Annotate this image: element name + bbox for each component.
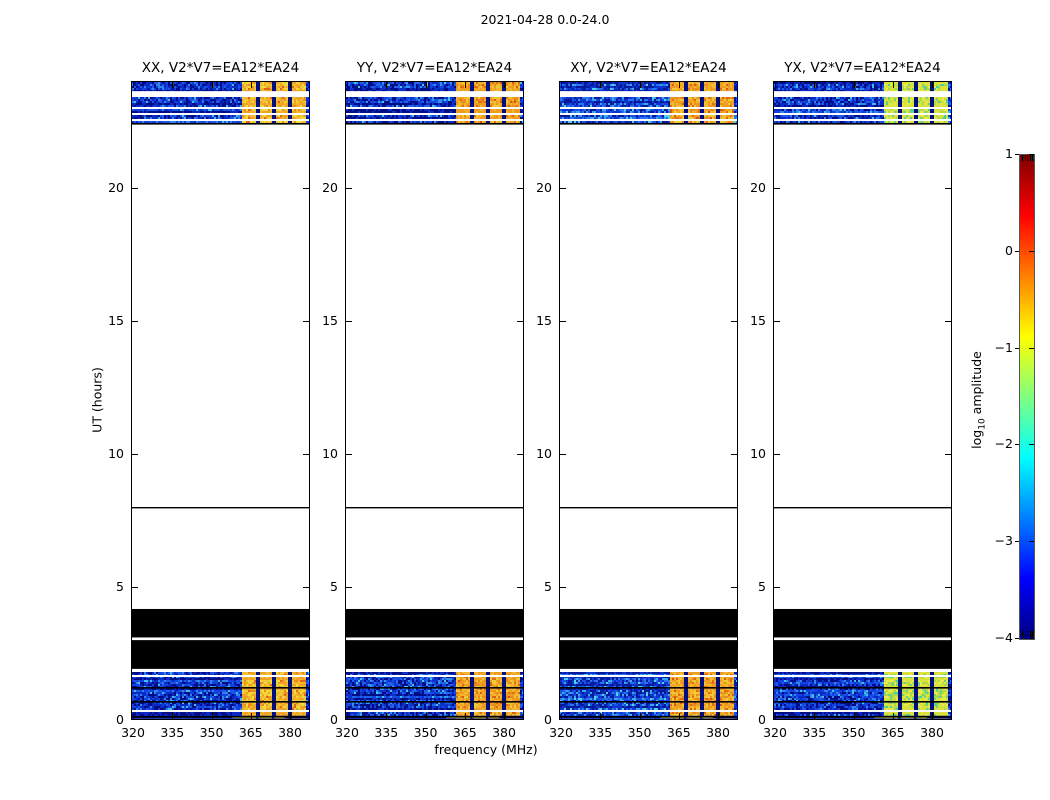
colorbar-comb-mark: [1024, 631, 1026, 637]
colorbar-comb-mark: [1029, 631, 1031, 637]
colorbar-tick-label: −4: [994, 630, 1013, 645]
colorbar-comb-mark: [1032, 631, 1033, 637]
colorbar-label-prefix: log: [968, 429, 984, 449]
colorbar-tick-label: −2: [994, 436, 1013, 452]
colorbar-comb-mark: [1027, 631, 1028, 637]
x-tick-label: 335: [160, 725, 185, 740]
spectrogram-xx: [131, 81, 310, 720]
figure-suptitle: 2021-04-28 0.0-24.0: [480, 12, 610, 27]
colorbar-comb-mark: [1024, 155, 1026, 161]
spectrogram-yy: [345, 81, 524, 720]
colorbar-tick-label: 0: [1005, 242, 1013, 258]
y-tick-label: 20: [536, 179, 552, 195]
x-tick-label: 335: [374, 725, 399, 740]
spectrogram-yx: [773, 81, 952, 720]
x-tick-label: 320: [335, 725, 359, 740]
colorbar-comb-mark: [1027, 155, 1028, 161]
x-axis-label: frequency (MHz): [434, 742, 538, 757]
colorbar-tick-mark: [1015, 347, 1019, 349]
y-tick-label: 20: [750, 179, 766, 195]
y-tick-label: 10: [108, 445, 124, 461]
colorbar-tick-label: −3: [994, 533, 1013, 549]
y-tick-label: 5: [116, 578, 124, 594]
x-tick-label: 335: [588, 725, 613, 740]
x-tick-label: 365: [666, 725, 691, 740]
x-tick-label: 380: [706, 725, 730, 740]
y-tick-label: 10: [536, 445, 552, 461]
y-tick-label: 0: [330, 712, 338, 727]
y-tick-label: 15: [536, 312, 552, 328]
y-tick-label: 20: [108, 179, 124, 195]
panel-title-yx: YX, V2*V7=EA12*EA24: [784, 60, 941, 76]
colorbar-tick-mark: [1015, 638, 1019, 639]
panel-title-xx: XX, V2*V7=EA12*EA24: [141, 60, 300, 76]
x-tick-label: 350: [841, 725, 866, 740]
x-tick-label: 335: [802, 725, 827, 740]
colorbar-label: log10 amplitude: [969, 351, 988, 449]
x-tick-label: 350: [199, 725, 224, 740]
x-tick-label: 350: [627, 725, 652, 740]
colorbar-tick-label: 1: [1005, 146, 1013, 161]
colorbar-tick-mark: [1015, 541, 1019, 543]
x-tick-label: 320: [763, 725, 787, 740]
colorbar: [1019, 154, 1035, 640]
x-tick-label: 365: [238, 725, 263, 740]
colorbar-tick-mark-inner: [1029, 444, 1034, 446]
spectrogram-xy: [559, 81, 738, 720]
y-tick-label: 5: [330, 578, 338, 594]
y-tick-label: 15: [322, 312, 338, 328]
x-tick-label: 320: [549, 725, 573, 740]
y-tick-label: 5: [544, 578, 552, 594]
y-tick-label: 0: [116, 712, 124, 727]
colorbar-tick-mark-inner: [1029, 541, 1034, 543]
colorbar-tick-mark-inner: [1029, 154, 1034, 155]
colorbar-tick-mark: [1015, 154, 1019, 155]
panel-title-yy: YY, V2*V7=EA12*EA24: [356, 60, 513, 76]
colorbar-tick-mark: [1015, 250, 1019, 252]
panel-title-xy: XY, V2*V7=EA12*EA24: [570, 60, 727, 76]
colorbar-comb-mark: [1032, 155, 1033, 161]
y-tick-label: 15: [750, 312, 766, 328]
y-tick-label: 10: [750, 445, 766, 461]
y-tick-label: 0: [544, 712, 552, 727]
colorbar-tick-label: −1: [994, 339, 1013, 355]
colorbar-comb-mark: [1022, 155, 1023, 161]
x-tick-label: 320: [121, 725, 145, 740]
x-tick-label: 350: [413, 725, 438, 740]
x-tick-label: 380: [492, 725, 516, 740]
x-tick-label: 365: [880, 725, 905, 740]
y-tick-label: 10: [322, 445, 338, 461]
colorbar-comb-mark: [1022, 631, 1023, 637]
colorbar-tick-mark-inner: [1029, 347, 1034, 349]
y-tick-label: 20: [322, 179, 338, 195]
y-tick-label: 5: [758, 578, 766, 594]
colorbar-tick-mark-inner: [1029, 638, 1034, 639]
colorbar-tick-mark: [1015, 444, 1019, 446]
x-tick-label: 365: [452, 725, 477, 740]
colorbar-label-suffix: amplitude: [968, 351, 984, 419]
y-tick-label: 15: [108, 312, 124, 328]
colorbar-comb-mark: [1029, 155, 1031, 161]
colorbar-label-sub: 10: [977, 418, 988, 430]
y-tick-label: 0: [758, 712, 766, 727]
x-tick-label: 380: [278, 725, 302, 740]
colorbar-tick-mark-inner: [1029, 250, 1034, 252]
x-tick-label: 380: [920, 725, 944, 740]
y-axis-label: UT (hours): [89, 367, 105, 433]
